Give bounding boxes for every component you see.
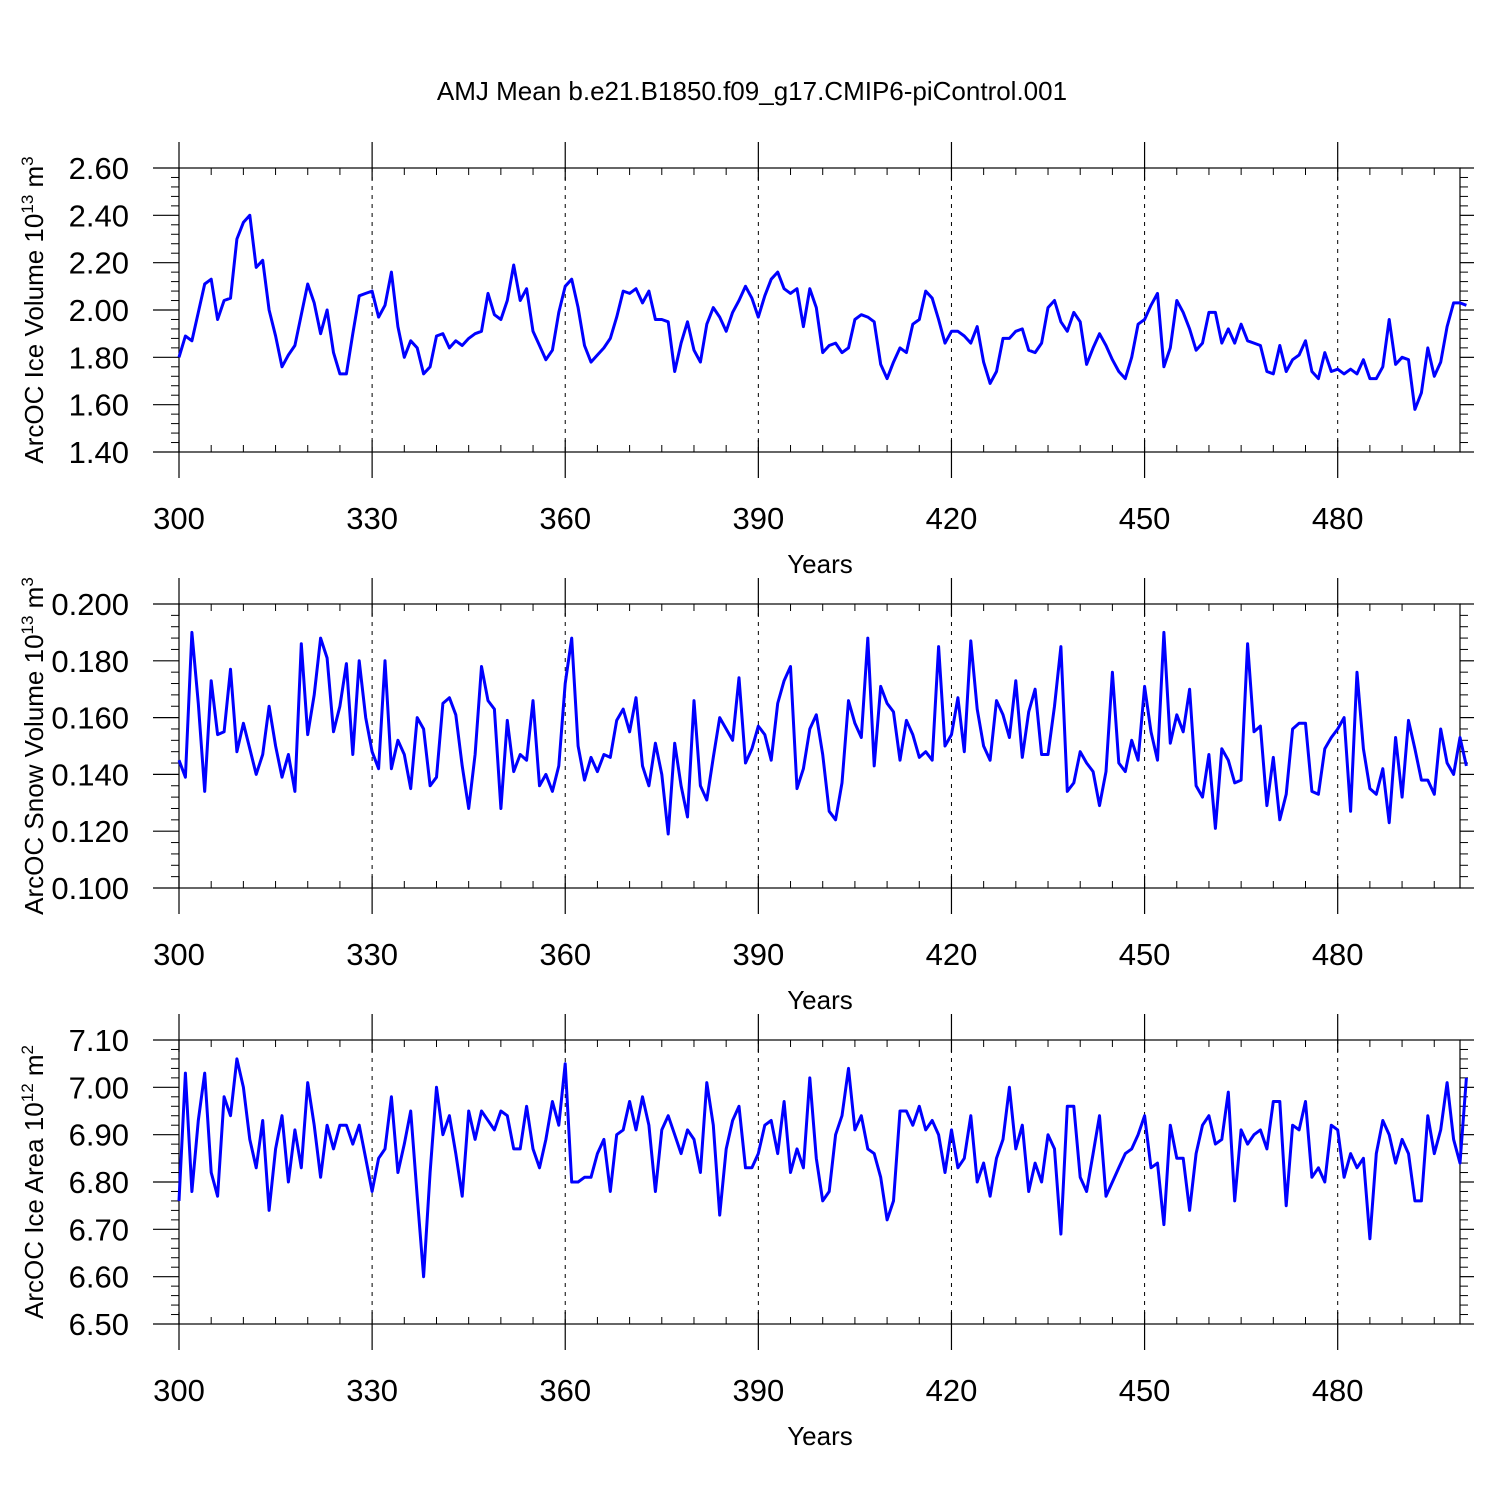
y-tick-label: 1.80 bbox=[69, 340, 129, 375]
y-tick-label: 0.200 bbox=[51, 587, 129, 622]
y-tick-label: 2.40 bbox=[69, 198, 129, 233]
y-axis-label: ArcOC Ice Volume 1013 m3 bbox=[18, 156, 49, 463]
x-tick-label: 450 bbox=[1119, 937, 1171, 972]
x-tick-label: 480 bbox=[1312, 501, 1364, 536]
y-tick-label: 6.50 bbox=[69, 1307, 129, 1342]
panel-ice-area: 300 330 360 390 420 450 480 6.50 6.60 6.70 6.80 6.9… bbox=[18, 1014, 1474, 1451]
figure-title: AMJ Mean b.e21.B1850.f09_g17.CMIP6-piCon… bbox=[437, 76, 1067, 106]
x-axis-label: Years bbox=[787, 1421, 853, 1451]
x-tick-label: 450 bbox=[1119, 1373, 1171, 1408]
y-tick-label: 1.40 bbox=[69, 435, 129, 470]
y-tick-label: 0.100 bbox=[51, 871, 129, 906]
y-tick-label: 2.00 bbox=[69, 293, 129, 328]
x-tick-label: 330 bbox=[346, 1373, 398, 1408]
y-tick-label: 7.10 bbox=[69, 1023, 129, 1058]
x-tick-label: 300 bbox=[153, 1373, 205, 1408]
panel-snow-volume: 300 330 360 390 420 450 480 0.100 0.120 0.140 0.16… bbox=[18, 577, 1474, 1015]
x-tick-label: 360 bbox=[539, 937, 591, 972]
y-tick-label: 0.140 bbox=[51, 757, 129, 792]
y-tick-label: 1.60 bbox=[69, 388, 129, 423]
y-tick-label: 6.90 bbox=[69, 1118, 129, 1153]
data-series-line bbox=[177, 213, 1467, 411]
y-tick-label: 7.00 bbox=[69, 1070, 129, 1105]
x-tick-label: 420 bbox=[926, 1373, 978, 1408]
x-tick-label: 480 bbox=[1312, 1373, 1364, 1408]
x-tick-label: 330 bbox=[346, 501, 398, 536]
y-tick-label: 0.180 bbox=[51, 644, 129, 679]
x-tick-label: 300 bbox=[153, 937, 205, 972]
y-tick-label: 6.60 bbox=[69, 1260, 129, 1295]
x-tick-label: 420 bbox=[926, 501, 978, 536]
data-series-line bbox=[177, 1057, 1468, 1279]
panel-ice-volume: 300 330 360 390 420 450 480 1.40 1.60 1.80 2.00 2.2… bbox=[18, 142, 1474, 579]
y-tick-label: 0.160 bbox=[51, 701, 129, 736]
x-tick-label: 360 bbox=[539, 501, 591, 536]
y-tick-label: 6.70 bbox=[69, 1212, 129, 1247]
y-axis-label: ArcOC Ice Area 1012 m2 bbox=[18, 1045, 49, 1319]
y-axis-label: ArcOC Snow Volume 1013 m3 bbox=[18, 577, 49, 915]
x-axis-label: Years bbox=[787, 985, 853, 1015]
x-tick-label: 450 bbox=[1119, 501, 1171, 536]
x-tick-label: 330 bbox=[346, 937, 398, 972]
x-tick-label: 480 bbox=[1312, 937, 1364, 972]
x-tick-label: 420 bbox=[926, 937, 978, 972]
y-tick-label: 6.80 bbox=[69, 1165, 129, 1200]
data-series-line bbox=[177, 630, 1468, 836]
y-tick-label: 0.120 bbox=[51, 814, 129, 849]
x-tick-label: 390 bbox=[732, 937, 784, 972]
y-tick-label: 2.60 bbox=[69, 151, 129, 186]
plot-frame bbox=[178, 167, 1461, 453]
x-tick-label: 300 bbox=[153, 501, 205, 536]
x-tick-label: 390 bbox=[732, 1373, 784, 1408]
x-tick-label: 390 bbox=[732, 501, 784, 536]
y-tick-label: 2.20 bbox=[69, 246, 129, 281]
x-axis-label: Years bbox=[787, 549, 853, 579]
x-tick-label: 360 bbox=[539, 1373, 591, 1408]
